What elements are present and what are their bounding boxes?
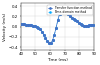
Transfer function method (92, 24, 93, 25)
Transfer function method (60, 11, 61, 12)
Line: Transfer function method: Transfer function method (20, 8, 95, 44)
Y-axis label: Velocity (m/s): Velocity (m/s) (4, 12, 8, 41)
Transfer function method (20, 24, 22, 25)
Time-domain method (92, 24, 93, 25)
X-axis label: Time (ms): Time (ms) (47, 58, 68, 62)
Time-domain method (64, 9, 65, 10)
Transfer function method (63, 8, 64, 9)
Legend: Transfer function method, Time-domain method: Transfer function method, Time-domain me… (47, 5, 92, 15)
Time-domain method (93, 25, 95, 26)
Transfer function method (93, 25, 95, 26)
Time-domain method (63, 8, 64, 9)
Time-domain method (20, 24, 22, 25)
Transfer function method (80, 24, 82, 25)
Time-domain method (60, 11, 61, 12)
Transfer function method (64, 9, 65, 10)
Line: Time-domain method: Time-domain method (20, 8, 95, 44)
Time-domain method (80, 24, 82, 25)
